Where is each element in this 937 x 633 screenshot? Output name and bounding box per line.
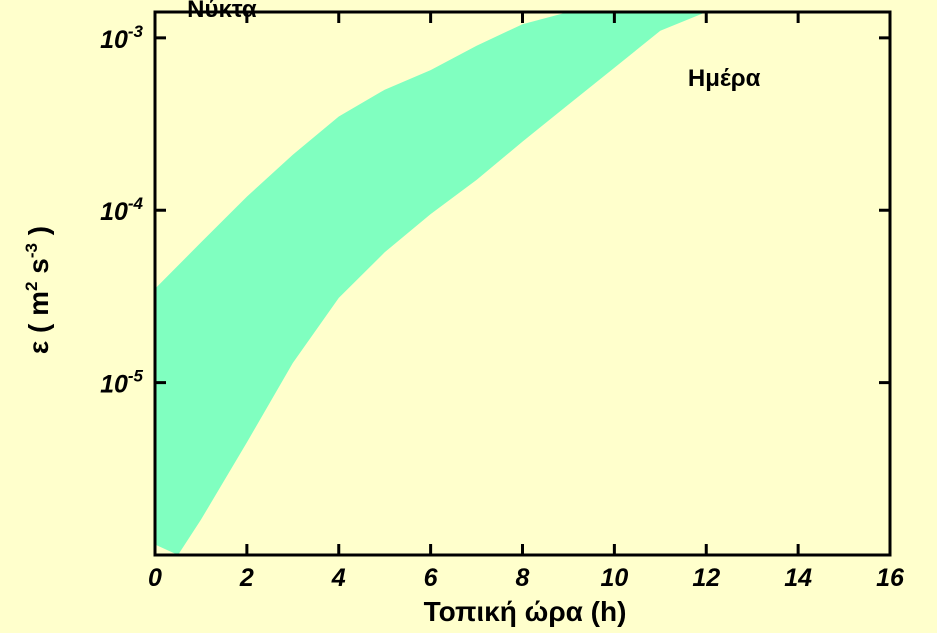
x-axis-ticks: 0 2 4 6 8 10 12 14 16 bbox=[148, 12, 905, 592]
x-tick-label: 10 bbox=[600, 564, 628, 592]
y-tick-label: 10-4 bbox=[100, 194, 143, 226]
y-axis-ticks: 10-3 10-4 10-5 bbox=[100, 22, 890, 399]
x-tick-label: 12 bbox=[692, 564, 720, 592]
x-tick-label: 6 bbox=[424, 564, 439, 592]
y-axis-title: ε ( m2 s-3 ) bbox=[22, 226, 54, 354]
x-tick-label: 8 bbox=[516, 564, 530, 592]
x-tick-label: 4 bbox=[331, 564, 346, 592]
annotation-label: Νύκτα bbox=[187, 0, 257, 23]
x-tick-label: 0 bbox=[148, 564, 162, 592]
x-tick-label: 14 bbox=[784, 564, 812, 592]
x-axis-title: Τοπική ώρα (h) bbox=[424, 596, 627, 627]
x-tick-label: 2 bbox=[239, 564, 254, 592]
y-tick-label: 10-3 bbox=[100, 22, 143, 54]
annotation-label: Ημέρα bbox=[688, 65, 761, 92]
epsilon-range-band bbox=[155, 12, 890, 555]
x-tick-label: 16 bbox=[876, 564, 905, 592]
y-tick-label: 10-5 bbox=[100, 367, 143, 399]
annotations: Νύκτα Ημέρα bbox=[187, 0, 760, 92]
